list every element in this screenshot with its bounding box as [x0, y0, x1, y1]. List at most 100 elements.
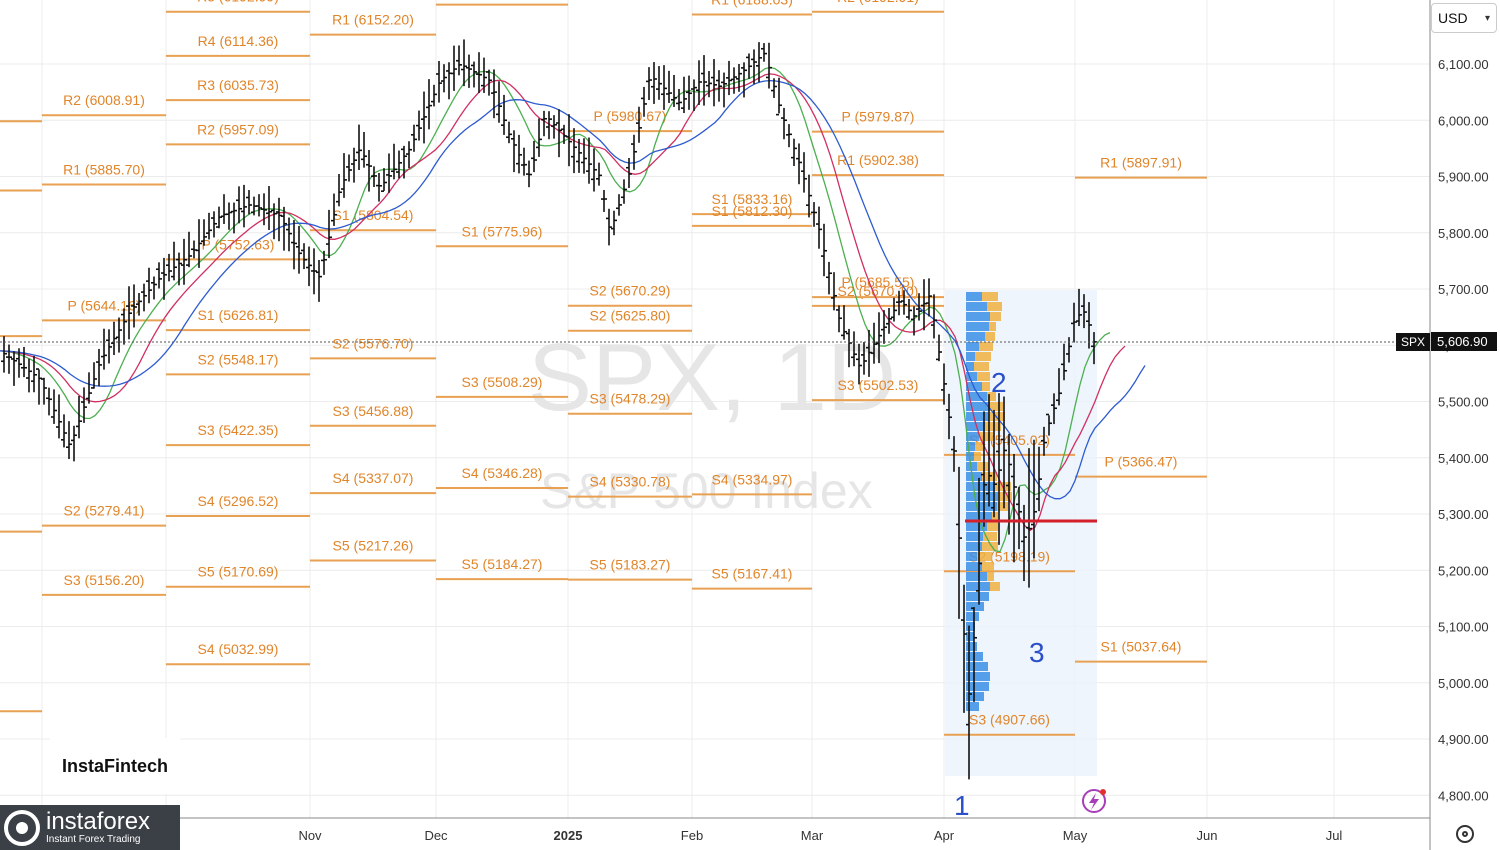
price-bar — [171, 241, 177, 281]
pivot-label: S3 (4907.66) — [969, 712, 1050, 728]
volume-up-bar — [966, 562, 982, 571]
symbol-tag: SPX — [1396, 333, 1430, 351]
volume-down-bar — [990, 582, 1000, 591]
price-bar — [496, 81, 502, 123]
volume-up-bar — [966, 402, 990, 411]
pivot-label: S4 (5346.28) — [462, 465, 543, 481]
pivot-label: S2 (5548.17) — [198, 351, 279, 367]
currency-select[interactable]: USD ▾ — [1431, 3, 1497, 33]
price-bar — [271, 203, 277, 240]
y-tick-label: 5,000.00 — [1438, 676, 1489, 691]
price-bar — [991, 409, 997, 518]
volume-down-bar — [977, 462, 989, 471]
volume-down-bar — [992, 512, 998, 521]
price-bar — [411, 124, 417, 152]
price-bar — [196, 219, 202, 268]
price-bar — [291, 220, 297, 270]
price-bar — [1021, 504, 1027, 582]
pivot-label: S1 (5626.81) — [198, 307, 279, 323]
price-bar — [676, 88, 682, 111]
price-bar — [181, 238, 187, 285]
y-tick-label: 5,200.00 — [1438, 563, 1489, 578]
volume-up-bar — [966, 322, 989, 331]
instafintech-label: InstaFintech — [50, 738, 180, 794]
price-bar — [1001, 396, 1007, 509]
x-tick-label: Feb — [681, 828, 703, 843]
pivot-label: P (5752.63) — [202, 236, 275, 252]
pivot-label: S2 (5279.41) — [64, 503, 145, 519]
price-bar — [126, 286, 132, 340]
pivot-label: S3 (5478.29) — [590, 391, 671, 407]
price-bar — [116, 317, 122, 353]
price-bar — [916, 293, 922, 321]
settings-icon[interactable] — [1456, 825, 1474, 843]
price-bar — [46, 387, 52, 416]
grid-lines — [0, 0, 1430, 818]
pivot-label: S2 (5625.80) — [590, 308, 671, 324]
price-bar — [321, 250, 327, 275]
price-bar — [656, 66, 662, 100]
price-bar — [416, 110, 422, 141]
pivot-label: S3 (5502.53) — [838, 377, 919, 393]
pivot-label: P (5366.47) — [1105, 454, 1178, 470]
y-tick-label: 5,400.00 — [1438, 451, 1489, 466]
price-bar — [221, 194, 227, 224]
price-bar — [136, 293, 142, 316]
pivot-label: S4 (5296.52) — [198, 493, 279, 509]
price-bar — [351, 147, 357, 183]
pivot-label: S4 (5334.97) — [712, 471, 793, 487]
price-bar — [316, 260, 322, 302]
instaforex-logo: instaforex Instant Forex Trading — [0, 805, 180, 850]
pivot-label: S2 (5576.70) — [333, 335, 414, 351]
price-bar — [286, 217, 292, 252]
volume-profile — [966, 292, 1012, 711]
volume-up-bar — [966, 662, 988, 671]
price-bar — [61, 414, 67, 448]
y-tick-label: 5,100.00 — [1438, 620, 1489, 635]
price-bar — [486, 69, 492, 96]
last-price-value: 5,606.90 — [1437, 334, 1488, 349]
price-bar — [921, 279, 927, 331]
instaforex-logo-icon — [4, 809, 40, 846]
price-bar — [586, 137, 592, 184]
price-bar — [896, 290, 902, 316]
price-bar — [471, 61, 477, 88]
pivot-label: S1 (5812.30) — [712, 203, 793, 219]
price-bar — [26, 358, 32, 393]
volume-up-bar — [966, 582, 990, 591]
price-bar — [206, 212, 212, 240]
pivot-label: P (5644.16) — [68, 297, 141, 313]
price-bar — [81, 387, 87, 423]
price-bar — [691, 79, 697, 111]
volume-down-bar — [985, 332, 995, 341]
volume-up-bar — [966, 332, 985, 341]
lightning-icon[interactable] — [1082, 789, 1106, 813]
volume-up-bar — [966, 352, 975, 361]
price-bar — [966, 625, 972, 780]
price-bar — [331, 193, 337, 226]
price-bar — [871, 322, 877, 364]
price-bar — [1066, 337, 1072, 363]
price-bar — [51, 389, 57, 424]
price-bar — [951, 436, 957, 472]
pivot-label: S3 (5422.35) — [198, 422, 279, 438]
price-bar — [476, 52, 482, 93]
watermark-subtitle: S&P 500 Index — [540, 463, 873, 519]
price-bar — [121, 308, 127, 345]
price-bar — [856, 343, 862, 385]
price-bar — [806, 174, 812, 218]
price-bar — [1076, 288, 1082, 327]
pivot-label: S3 (5508.29) — [462, 374, 543, 390]
price-bar — [1046, 413, 1052, 436]
volume-up-bar — [966, 422, 985, 431]
price-bar — [816, 206, 822, 249]
price-bar — [716, 70, 722, 102]
pivot-label: R1 (5897.91) — [1100, 155, 1182, 171]
price-bar — [626, 157, 632, 188]
price-bar — [266, 186, 272, 231]
price-bar — [836, 305, 842, 333]
price-bar — [41, 377, 47, 405]
price-bar — [526, 160, 532, 188]
price-bar — [536, 118, 542, 157]
price-bar — [501, 94, 507, 135]
